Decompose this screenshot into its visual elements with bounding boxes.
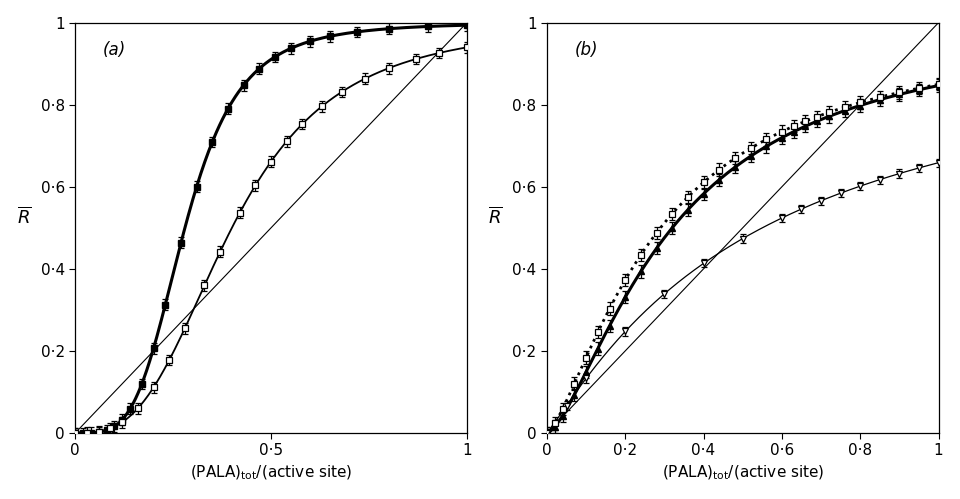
Text: (b): (b) [574, 41, 598, 59]
X-axis label: (PALA)$_{\mathrm{tot}}$/(active site): (PALA)$_{\mathrm{tot}}$/(active site) [661, 464, 824, 483]
X-axis label: (PALA)$_{\mathrm{tot}}$/(active site): (PALA)$_{\mathrm{tot}}$/(active site) [190, 464, 352, 483]
Text: (a): (a) [103, 41, 126, 59]
Y-axis label: $\overline{R}$: $\overline{R}$ [489, 207, 503, 228]
Y-axis label: $\overline{R}$: $\overline{R}$ [16, 207, 31, 228]
